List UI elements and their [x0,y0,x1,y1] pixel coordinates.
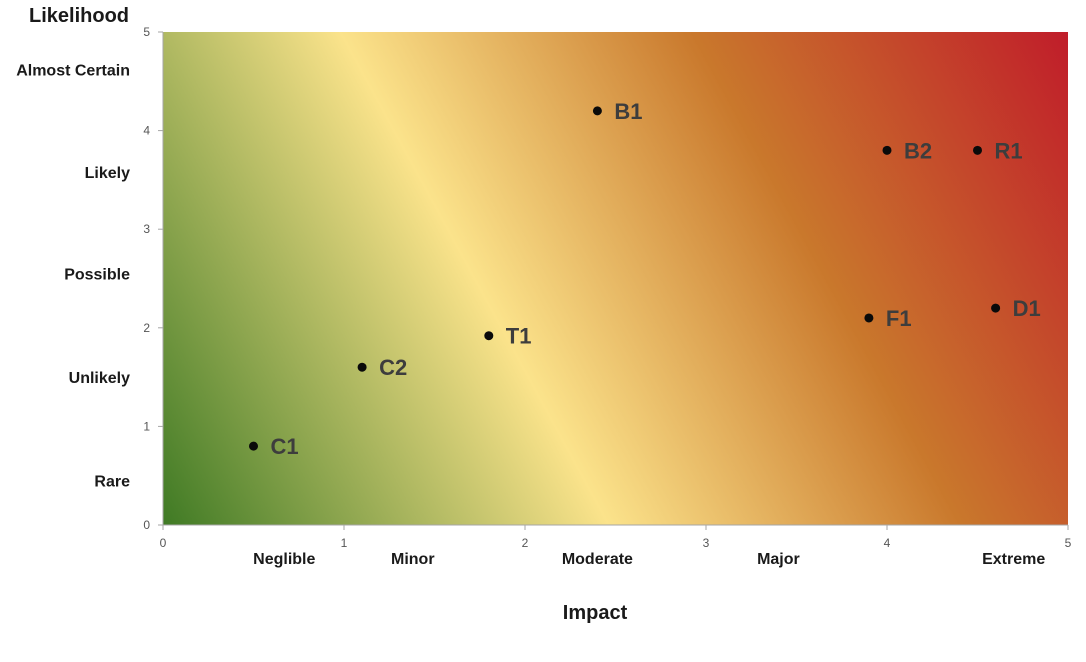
point-label: T1 [506,324,532,349]
point-marker [484,331,494,341]
tick-labels: 0 1 2 3 4 5 0 1 2 3 4 5 [143,25,1071,550]
y-tick-label: 0 [143,518,150,532]
y-category-label: Possible [64,267,130,284]
y-tick-label: 4 [143,124,150,138]
point-label: D1 [1013,296,1041,321]
point-marker [882,145,892,155]
plot-area-background [163,32,1068,525]
y-category-label: Almost Certain [16,62,130,79]
point-marker [864,313,874,323]
point-marker [592,106,602,116]
data-point-c2: C2 [357,355,407,380]
data-point-b1: B1 [592,99,643,124]
point-marker [973,145,982,155]
category-labels: Neglible Minor Moderate Major Extreme Rare Unl… [16,62,1045,568]
x-category-label: Major [757,551,800,568]
point-label: B2 [904,138,932,163]
axes [158,31,1069,530]
x-category-label: Neglible [253,551,315,568]
point-label: B1 [614,99,642,124]
x-tick-label: 5 [1065,536,1072,550]
y-tick-label: 5 [143,25,150,39]
x-tick-label: 3 [703,536,710,550]
data-points: C1 C2 T1 B1 B2 R1 F1 D1 [249,99,1041,459]
point-marker [249,441,258,451]
y-axis-title: Likelihood [29,5,129,27]
y-tick-label: 3 [143,222,150,236]
data-point-f1: F1 [864,306,912,331]
point-label: C1 [271,434,299,459]
x-category-label: Minor [391,551,435,568]
x-category-label: Extreme [982,551,1045,568]
data-point-r1: R1 [973,138,1023,163]
point-marker [357,362,367,372]
point-label: C2 [379,355,407,380]
x-category-label: Moderate [562,551,633,568]
point-label: R1 [995,138,1023,163]
data-point-b2: B2 [882,138,932,163]
data-point-d1: D1 [991,296,1041,321]
x-tick-label: 2 [522,536,529,550]
x-tick-label: 1 [341,536,348,550]
y-category-label: Likely [85,165,130,182]
y-category-label: Rare [94,474,130,491]
point-marker [991,303,1001,313]
x-tick-label: 4 [884,536,891,550]
point-label: F1 [886,306,912,331]
y-category-label: Unlikely [69,370,130,387]
y-tick-label: 2 [143,321,150,335]
x-axis-title: Impact [563,602,628,624]
data-point-c1: C1 [249,434,299,459]
y-tick-label: 1 [143,419,150,433]
data-point-t1: T1 [484,324,531,349]
x-tick-label: 0 [160,536,167,550]
